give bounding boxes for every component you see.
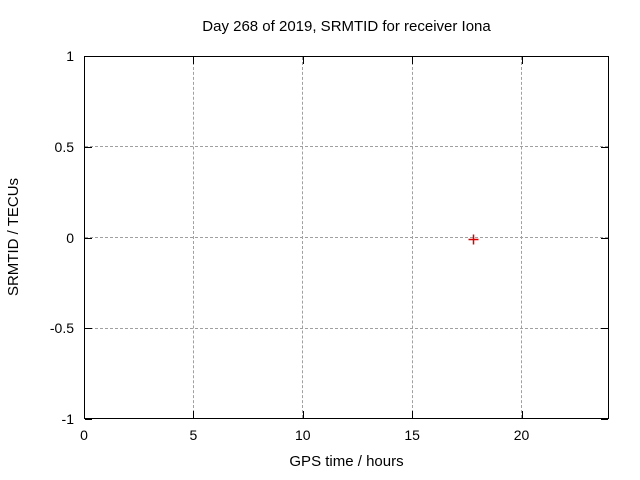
y-tick-label: 0 bbox=[66, 229, 74, 246]
chart-title: Day 268 of 2019, SRMTID for receiver Ion… bbox=[202, 18, 491, 35]
x-axis-label: GPS time / hours bbox=[289, 453, 404, 470]
x-tick-mark-bottom bbox=[412, 411, 414, 418]
x-tick-mark-top bbox=[302, 57, 304, 64]
x-tick-mark-bottom bbox=[521, 411, 523, 418]
x-tick-label: 0 bbox=[80, 427, 88, 443]
y-tick-label: 0.5 bbox=[54, 138, 74, 155]
y-tick-mark-right bbox=[601, 237, 608, 239]
h-gridline bbox=[85, 327, 608, 329]
y-tick-mark-left bbox=[85, 419, 92, 420]
x-tick-mark-top bbox=[412, 57, 414, 64]
x-tick-mark-top bbox=[521, 57, 523, 64]
y-tick-mark-left bbox=[85, 328, 92, 330]
h-gridline bbox=[85, 146, 608, 148]
x-tick-mark-top bbox=[84, 57, 85, 64]
x-tick-mark-top bbox=[193, 57, 195, 64]
y-tick-mark-left bbox=[85, 237, 92, 239]
y-tick-mark-left bbox=[85, 146, 92, 148]
y-tick-label: -1 bbox=[61, 411, 74, 427]
x-tick-mark-bottom bbox=[84, 411, 85, 418]
y-tick-mark-right bbox=[601, 419, 608, 420]
y-tick-mark-left bbox=[85, 56, 92, 57]
h-gridline bbox=[85, 237, 608, 238]
y-tick-mark-right bbox=[601, 56, 608, 57]
y-tick-mark-right bbox=[601, 146, 608, 148]
y-axis-label: SRMTID / TECUs bbox=[5, 177, 22, 297]
y-tick-label: -0.5 bbox=[49, 320, 74, 337]
y-tick-mark-right bbox=[601, 328, 608, 330]
x-tick-label: 10 bbox=[294, 427, 311, 443]
x-tick-label: 15 bbox=[404, 427, 420, 443]
x-tick-mark-bottom bbox=[302, 411, 304, 418]
x-tick-mark-bottom bbox=[193, 411, 195, 418]
data-point-marker bbox=[468, 232, 479, 245]
x-tick-label: 5 bbox=[189, 427, 198, 443]
x-tick-label: 20 bbox=[513, 427, 530, 443]
y-tick-label: 1 bbox=[66, 48, 74, 64]
